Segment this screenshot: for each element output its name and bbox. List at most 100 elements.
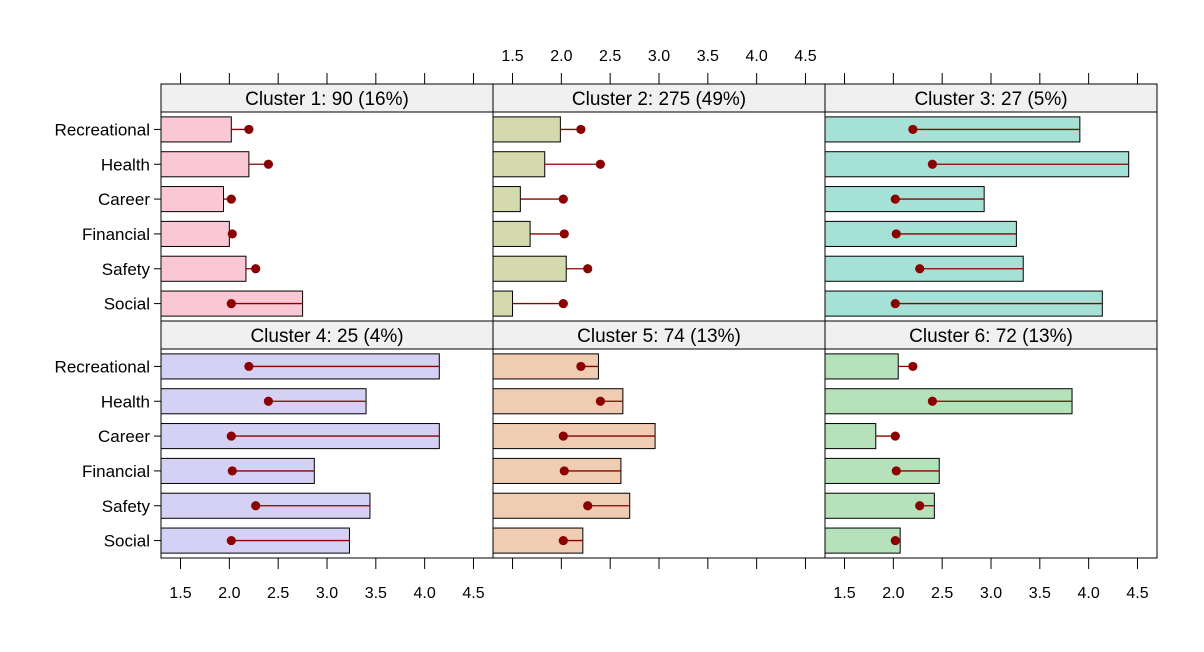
bar xyxy=(492,116,561,143)
x-tick-label-bottom: 1.5 xyxy=(833,585,855,602)
mean-point xyxy=(576,361,586,372)
x-tick-label-top: 4.5 xyxy=(794,48,816,65)
x-tick-label-bottom: 3.5 xyxy=(365,585,387,602)
mean-point xyxy=(915,264,925,274)
category-label: Financial xyxy=(82,462,150,481)
bar xyxy=(160,220,230,247)
category-label: Safety xyxy=(102,260,151,279)
mean-point xyxy=(927,159,938,169)
mean-point xyxy=(558,298,568,309)
x-tick-label-bottom: 2.0 xyxy=(882,585,904,602)
bar xyxy=(160,186,224,213)
x-tick-label-bottom: 4.5 xyxy=(462,585,484,602)
x-tick-label-top: 2.0 xyxy=(550,48,572,65)
x-tick-label-bottom: 4.5 xyxy=(1126,585,1148,602)
x-tick-label-bottom: 1.5 xyxy=(169,585,191,602)
mean-point xyxy=(226,194,236,204)
x-tick-label-bottom: 2.5 xyxy=(931,585,953,602)
mean-point xyxy=(263,159,274,169)
mean-point xyxy=(558,535,568,546)
category-label: Recreational xyxy=(55,357,150,376)
x-tick-label-bottom: 3.5 xyxy=(1029,585,1051,602)
mean-point xyxy=(227,229,237,239)
mean-point xyxy=(890,298,900,309)
x-tick-label-top: 2.5 xyxy=(599,48,621,65)
panel-title: Cluster 6: 72 (13%) xyxy=(909,326,1073,347)
mean-point xyxy=(583,501,593,511)
category-label: Safety xyxy=(102,497,151,516)
mean-point xyxy=(226,431,236,441)
panel-frame xyxy=(824,111,1158,322)
bar xyxy=(160,151,250,178)
mean-point xyxy=(559,229,569,239)
panel-title: Cluster 5: 74 (13%) xyxy=(577,326,741,347)
panel-title: Cluster 3: 27 (5%) xyxy=(914,89,1067,110)
mean-point xyxy=(915,501,925,511)
mean-point xyxy=(576,124,586,135)
x-tick-label-top: 3.0 xyxy=(648,48,670,65)
bar xyxy=(492,527,584,554)
mean-point xyxy=(251,264,261,274)
mean-point xyxy=(927,396,938,406)
category-label: Social xyxy=(104,532,150,551)
bar xyxy=(492,220,531,247)
mean-point xyxy=(244,124,254,135)
category-label: Recreational xyxy=(55,120,150,139)
mean-point xyxy=(244,361,254,372)
category-label: Career xyxy=(98,190,150,209)
mean-point xyxy=(263,396,274,406)
mean-point xyxy=(227,466,237,476)
mean-point xyxy=(226,535,236,546)
panel-title: Cluster 2: 275 (49%) xyxy=(572,89,746,110)
bar xyxy=(824,353,899,380)
mean-point xyxy=(891,466,901,476)
panel-strip xyxy=(160,83,494,113)
bar xyxy=(492,290,514,317)
category-label: Health xyxy=(101,392,150,411)
panel-title: Cluster 4: 25 (4%) xyxy=(250,326,403,347)
panel-title: Cluster 1: 90 (16%) xyxy=(245,89,409,110)
x-tick-label-bottom: 3.0 xyxy=(980,585,1002,602)
panel-frame xyxy=(492,348,826,559)
x-tick-label-bottom: 2.5 xyxy=(267,585,289,602)
x-tick-label-bottom: 2.0 xyxy=(218,585,240,602)
mean-point xyxy=(891,229,901,239)
x-tick-label-bottom: 4.0 xyxy=(1078,585,1100,602)
mean-point xyxy=(908,124,918,135)
category-label: Career xyxy=(98,427,150,446)
panel-frame xyxy=(492,111,826,322)
x-tick-label-top: 4.0 xyxy=(746,48,768,65)
panel-strip xyxy=(824,320,1158,350)
bar xyxy=(492,151,546,178)
bar xyxy=(492,255,567,282)
mean-point xyxy=(558,431,568,441)
mean-point xyxy=(890,194,900,204)
x-tick-label-bottom: 3.0 xyxy=(316,585,338,602)
mean-point xyxy=(583,264,593,274)
mean-point xyxy=(559,466,569,476)
panel-frame xyxy=(160,348,494,559)
panel-strip xyxy=(492,320,826,350)
mean-point xyxy=(226,298,236,309)
bar xyxy=(824,527,901,554)
mean-point xyxy=(908,361,918,372)
mean-point xyxy=(595,159,606,169)
mean-point xyxy=(595,396,606,406)
x-tick-label-top: 3.5 xyxy=(697,48,719,65)
bar xyxy=(824,423,877,450)
bar xyxy=(492,186,521,213)
mean-point xyxy=(558,194,568,204)
bar xyxy=(160,255,247,282)
x-tick-label-bottom: 4.0 xyxy=(414,585,436,602)
mean-point xyxy=(890,535,900,546)
mean-point xyxy=(251,501,261,511)
bar xyxy=(160,116,232,143)
category-label: Financial xyxy=(82,225,150,244)
x-tick-label-top: 1.5 xyxy=(501,48,523,65)
category-label: Social xyxy=(104,295,150,314)
panel-frame xyxy=(160,111,494,322)
panel-frame xyxy=(824,348,1158,559)
category-label: Health xyxy=(101,155,150,174)
mean-point xyxy=(890,431,900,441)
